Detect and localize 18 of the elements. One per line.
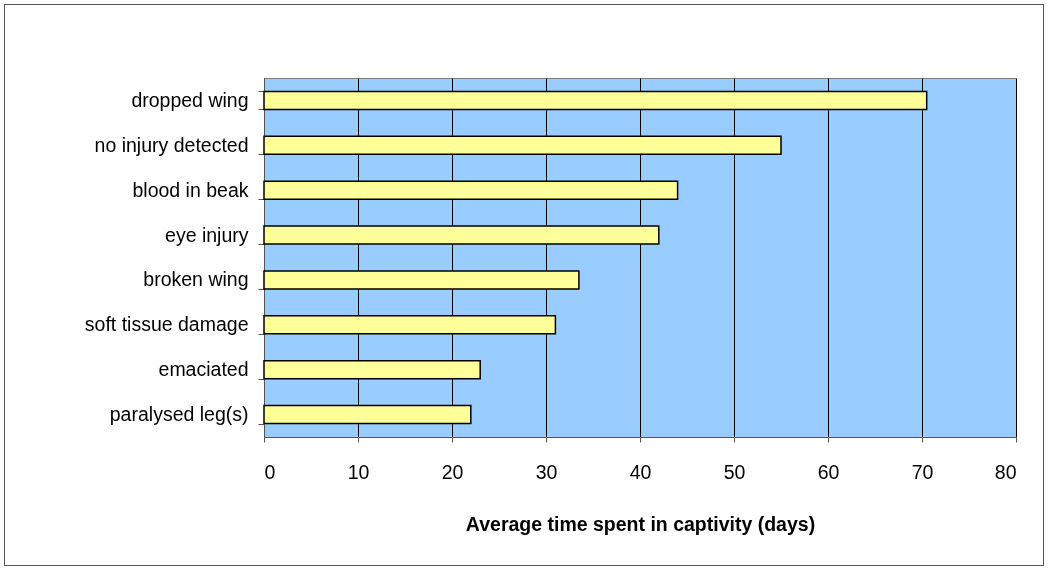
x-tick-label: 40: [629, 460, 652, 483]
x-tick-label: 20: [441, 460, 464, 483]
x-tick-label: 70: [911, 460, 934, 483]
y-tick-label: eye injury: [165, 223, 249, 246]
y-tick-label: paralysed leg(s): [109, 403, 249, 426]
y-tick-label: broken wing: [143, 268, 249, 291]
y-tick-label: no injury detected: [94, 133, 249, 156]
x-tick-label: 80: [994, 460, 1017, 483]
x-tick-label: 0: [264, 460, 276, 483]
y-tick-label: soft tissue damage: [84, 313, 249, 336]
x-tick-label: 60: [817, 460, 840, 483]
x-axis-title: Average time spent in captivity (days): [465, 513, 816, 535]
y-tick-label: dropped wing: [131, 88, 249, 111]
x-tick-label: 10: [347, 460, 370, 483]
y-tick-label: emaciated: [158, 358, 249, 381]
x-tick-label: 50: [723, 460, 746, 483]
x-tick-label: 30: [535, 460, 558, 483]
y-tick-label: blood in beak: [132, 178, 249, 201]
